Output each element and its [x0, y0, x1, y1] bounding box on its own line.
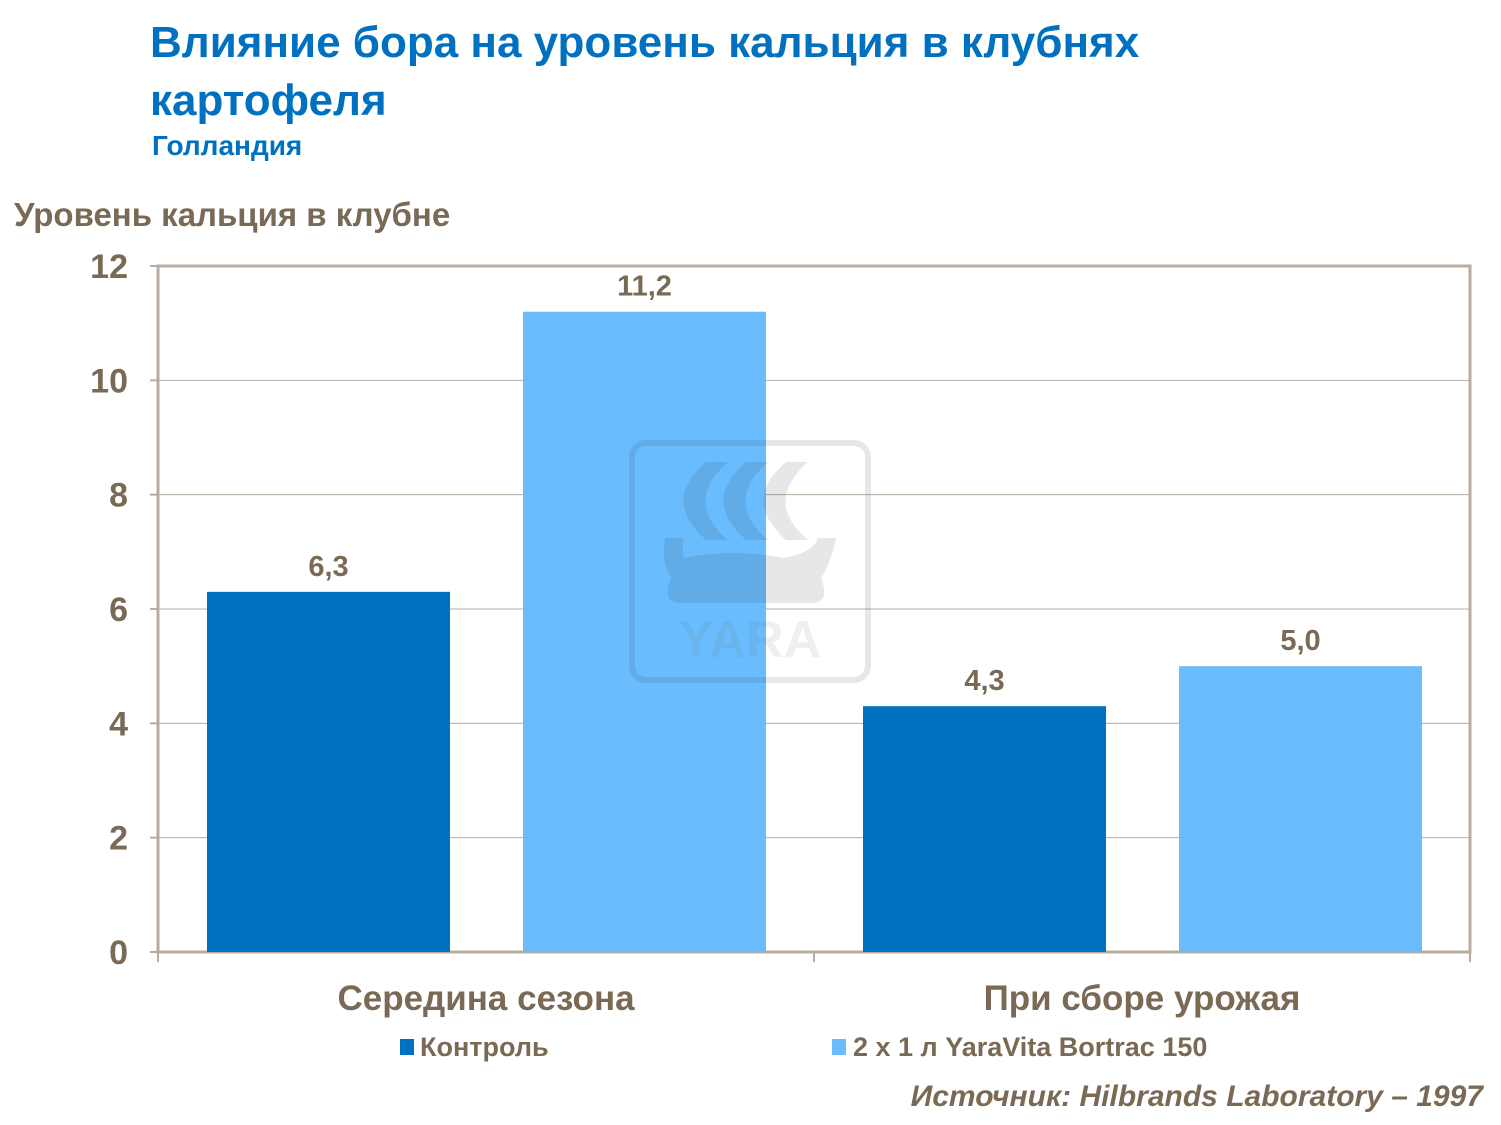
svg-text:YARA: YARA: [679, 611, 822, 669]
bar: [1179, 666, 1422, 952]
legend-swatch: [832, 1039, 846, 1055]
data-label: 5,0: [1280, 625, 1320, 657]
legend-label: 2 x 1 л YaraVita Bortrac 150: [853, 1032, 1207, 1062]
bar: [207, 591, 450, 952]
y-tick-label: 0: [109, 934, 128, 972]
y-tick-label: 10: [90, 362, 128, 400]
y-tick-label: 8: [109, 477, 128, 515]
yara-logo-watermark: YARA: [629, 440, 871, 683]
bar: [523, 311, 766, 952]
data-label: 11,2: [617, 271, 672, 303]
y-axis-label: Уровень кальция в клубне: [14, 196, 451, 233]
y-tick-label: 4: [109, 705, 128, 743]
x-tick-label: Середина сезона: [337, 979, 635, 1018]
y-tick-label: 2: [109, 820, 128, 858]
chart-subtitle: Голландия: [152, 130, 303, 161]
legend-label: Контроль: [420, 1032, 549, 1062]
legend-swatch: [400, 1039, 414, 1055]
chart-title: Влияние бора на уровень кальция в клубня…: [150, 18, 1140, 125]
y-tick-label: 12: [90, 248, 128, 286]
data-label: 4,3: [964, 665, 1004, 697]
x-tick-label: При сборе урожая: [984, 979, 1301, 1018]
data-label: 6,3: [308, 551, 348, 583]
y-tick-label: 6: [109, 591, 128, 629]
bar: [863, 706, 1106, 952]
source-note: Источник: Hilbrands Laboratory – 1997: [910, 1080, 1483, 1113]
